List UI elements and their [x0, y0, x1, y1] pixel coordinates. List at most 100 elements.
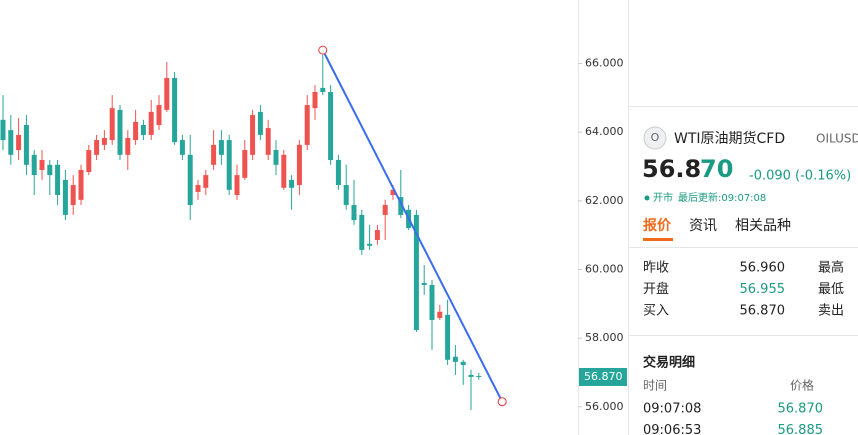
symbol-icon — [643, 126, 667, 150]
candle-body — [156, 105, 162, 125]
candle-body — [468, 374, 474, 377]
candle-body — [94, 140, 100, 155]
y-tick-label: 56.000 — [585, 400, 624, 413]
candle-body — [140, 124, 146, 135]
candle-body — [125, 138, 131, 155]
candle-body — [226, 140, 232, 190]
candle-body — [304, 105, 310, 145]
trades-title: 交易明细 — [643, 355, 695, 371]
candle-body — [172, 77, 178, 143]
candle-body — [445, 314, 451, 360]
candle-body — [382, 204, 388, 215]
last-price-box — [579, 367, 627, 386]
candle-body — [328, 92, 334, 160]
stat-value: 56.870 — [740, 304, 786, 319]
candle-body — [367, 243, 373, 246]
candle-body — [265, 128, 271, 155]
instrument-name: WTI原油期货CFD — [674, 130, 785, 147]
candle-body — [390, 189, 396, 196]
icon-letter: O — [651, 131, 660, 144]
candle-body — [8, 130, 14, 155]
candle-body — [164, 77, 170, 110]
candle-body — [39, 159, 45, 170]
stat-value: 56.960 — [740, 261, 786, 276]
candle-body — [460, 361, 466, 365]
y-tick-label: 60.000 — [585, 263, 624, 276]
candle-body — [359, 214, 365, 250]
candle-body — [187, 154, 193, 205]
stat-label: 买入 — [643, 304, 669, 319]
candle-body — [413, 214, 419, 330]
stat-label: 开盘 — [643, 281, 669, 297]
candle-body — [47, 164, 53, 176]
trades-header: 时间 — [643, 379, 667, 393]
y-tick-label: 64.000 — [585, 125, 624, 138]
y-tick-label: 62.000 — [585, 194, 624, 207]
candle-body — [16, 134, 22, 151]
candle-body — [242, 150, 248, 178]
candle-body — [398, 197, 404, 215]
symbol: OILUSD — [816, 132, 858, 146]
candle-body — [0, 119, 6, 141]
trades-header: 价格 — [790, 378, 814, 393]
candle-body — [211, 144, 217, 165]
trade-time: 09:07:08 — [643, 402, 701, 417]
trade-price: 56.870 — [778, 402, 824, 417]
candle-body — [195, 185, 201, 192]
y-tick-label: 58.000 — [585, 331, 624, 344]
candle-body — [421, 282, 427, 285]
stat-label: 最低 — [818, 282, 844, 297]
candle-body — [437, 311, 443, 318]
stat-label: 卖出 — [818, 304, 844, 319]
candle-body — [476, 375, 482, 377]
candle-body — [218, 140, 224, 155]
tab[interactable]: 资讯 — [689, 218, 717, 234]
price-tail: 70 — [700, 155, 733, 183]
candle-body — [257, 111, 263, 135]
trend-handle — [318, 45, 328, 55]
tab[interactable]: 相关品种 — [735, 218, 791, 234]
last-updated: 最后更新:09:07:08 — [678, 191, 766, 204]
trend-line — [321, 49, 504, 403]
candle-body — [429, 284, 435, 320]
candle-body — [55, 164, 61, 196]
candle-body — [320, 87, 326, 93]
candle-body — [148, 111, 154, 135]
last-price-label: 56.870 — [584, 370, 623, 383]
stat-value: 56.955 — [740, 282, 786, 297]
candle-body — [86, 150, 92, 173]
candle-body — [296, 144, 302, 186]
candle-body — [70, 185, 76, 205]
candle-body — [351, 204, 357, 221]
candle-body — [273, 150, 279, 165]
candle-body — [78, 169, 84, 200]
candle-body — [234, 175, 240, 196]
candle-body — [250, 115, 256, 155]
candle-body — [452, 356, 458, 362]
y-tick-label: 66.000 — [585, 57, 624, 70]
candle-body — [179, 140, 185, 155]
stat-label: 昨收 — [643, 261, 669, 276]
candle-body — [109, 108, 115, 141]
status-dot — [644, 195, 650, 201]
tab-underline — [643, 238, 673, 241]
candle-body — [312, 92, 318, 109]
candle-body — [289, 179, 295, 188]
candle-body — [117, 109, 123, 155]
candle-body — [335, 159, 341, 186]
candle-body — [101, 138, 107, 145]
stat-label: 最高 — [818, 260, 844, 276]
candle-body — [23, 124, 29, 165]
price-change: -0.090 (-0.16%) — [749, 169, 851, 184]
trade-price: 56.885 — [778, 423, 824, 435]
candle-body — [203, 175, 209, 188]
candle-body — [133, 121, 139, 141]
price-head: 56.8 — [642, 155, 701, 183]
trade-time: 09:06:53 — [643, 423, 701, 435]
tab[interactable]: 报价 — [643, 218, 672, 234]
trend-handle — [497, 397, 507, 407]
candle-body — [281, 154, 287, 188]
candle-body — [343, 185, 349, 205]
